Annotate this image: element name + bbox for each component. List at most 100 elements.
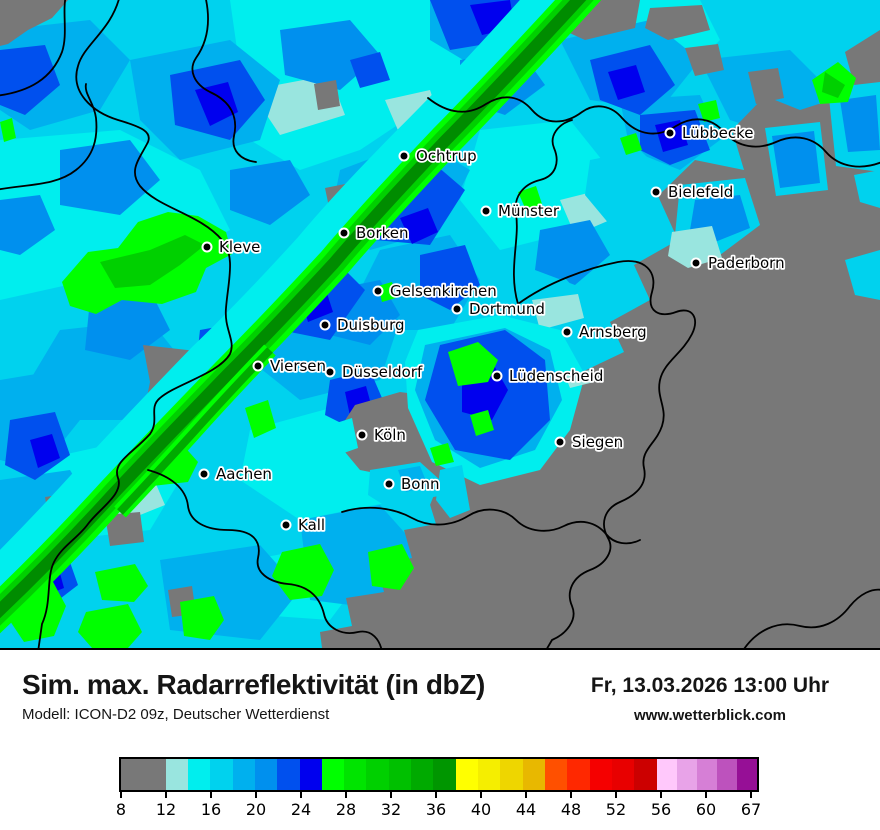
city-label: Viersen bbox=[270, 357, 326, 375]
legend-tick bbox=[255, 792, 257, 798]
city-dot bbox=[398, 150, 410, 162]
city-dot bbox=[383, 478, 395, 490]
legend-segment bbox=[736, 759, 757, 790]
city-dot bbox=[280, 519, 292, 531]
city-label: Düsseldorf bbox=[342, 363, 423, 381]
footer-right: Fr, 13.03.2026 13:00 Uhr www.wetterblick… bbox=[560, 674, 860, 724]
radar-map-canvas: Ochtrup Lübbecke Bielefeld Münster Borken Kle… bbox=[0, 0, 880, 648]
city-label: Bonn bbox=[401, 475, 439, 493]
legend-segment bbox=[299, 759, 322, 790]
legend-segment bbox=[433, 759, 456, 790]
legend-segment bbox=[676, 759, 697, 790]
legend-segment bbox=[187, 759, 211, 790]
legend-tick bbox=[120, 792, 122, 798]
legend-tick bbox=[614, 792, 617, 798]
footer bbox=[0, 650, 880, 830]
legend-segment bbox=[589, 759, 612, 790]
legend-tick bbox=[705, 792, 707, 798]
city-marker-borken: Borken bbox=[338, 222, 410, 244]
city-marker-aachen: Aachen bbox=[198, 463, 274, 485]
legend-tick bbox=[570, 792, 572, 798]
city-label: Münster bbox=[498, 202, 560, 220]
legend-tick-label: 56 bbox=[650, 800, 672, 819]
city-label: Lüdenscheid bbox=[509, 367, 603, 385]
legend-segment bbox=[121, 759, 166, 790]
legend-tick-label: 28 bbox=[335, 800, 357, 819]
city-dot bbox=[338, 227, 350, 239]
legend-segment bbox=[567, 759, 590, 790]
city-dot bbox=[201, 241, 213, 253]
valid-datetime: Fr, 13.03.2026 13:00 Uhr bbox=[590, 674, 830, 697]
legend-tick-label: 60 bbox=[695, 800, 717, 819]
legend-tick bbox=[345, 792, 347, 798]
website-url: www.wetterblick.com bbox=[634, 707, 786, 724]
city-label: Siegen bbox=[572, 433, 623, 451]
city-marker-münster: Münster bbox=[480, 200, 562, 222]
legend-tick bbox=[525, 792, 527, 798]
city-label: Duisburg bbox=[337, 316, 405, 334]
legend-tick bbox=[480, 792, 482, 798]
legend-segment bbox=[388, 759, 412, 790]
city-layer: Ochtrup Lübbecke Bielefeld Münster Borken Kle… bbox=[198, 122, 786, 536]
model-info: Modell: ICON-D2 09z, Deutscher Wetterdie… bbox=[22, 706, 330, 723]
legend-tick bbox=[390, 792, 392, 798]
city-dot bbox=[198, 468, 210, 480]
legend-tick-label: 67 bbox=[740, 800, 762, 819]
city-dot bbox=[319, 319, 331, 331]
legend-segment bbox=[455, 759, 478, 790]
city-dot bbox=[491, 370, 503, 382]
city-marker-düsseldorf: Düsseldorf bbox=[324, 361, 425, 383]
legend-tick-label: 52 bbox=[605, 800, 627, 819]
legend-segment bbox=[611, 759, 635, 790]
legend-tick-label: 24 bbox=[290, 800, 312, 819]
city-marker-lübbecke: Lübbecke bbox=[664, 122, 755, 144]
map-title: Sim. max. Radarreflektivität (in dbZ) bbox=[22, 669, 485, 700]
legend-tick bbox=[300, 792, 302, 798]
city-label: Ochtrup bbox=[416, 147, 477, 165]
city-dot bbox=[480, 205, 492, 217]
dbz-legend: 8 12 16 20 24 28 32 36 40 44 48 52 56 60 67 bbox=[116, 757, 761, 820]
legend-segment bbox=[500, 759, 523, 790]
legend-tick bbox=[210, 792, 212, 798]
legend-segment bbox=[277, 759, 300, 790]
city-label: Kall bbox=[298, 516, 325, 534]
city-label: Aachen bbox=[216, 465, 272, 483]
legend-tick-label: 40 bbox=[470, 800, 492, 819]
embedded-echoes bbox=[330, 62, 880, 518]
city-label: Köln bbox=[374, 426, 406, 444]
legend-segment bbox=[634, 759, 657, 790]
city-dot bbox=[650, 186, 662, 198]
legend-segment bbox=[716, 759, 737, 790]
legend-labels: 8 12 16 20 24 28 32 36 40 44 48 52 56 60 67 bbox=[116, 798, 761, 820]
city-marker-gelsenkirchen: Gelsenkirchen bbox=[372, 280, 499, 302]
legend-segment bbox=[344, 759, 367, 790]
legend-tick-label: 44 bbox=[515, 800, 537, 819]
city-marker-duisburg: Duisburg bbox=[319, 314, 406, 336]
legend-tick bbox=[435, 792, 437, 798]
city-label: Borken bbox=[356, 224, 409, 242]
city-dot bbox=[554, 436, 566, 448]
legend-segment bbox=[165, 759, 188, 790]
legend-tick-label: 16 bbox=[200, 800, 222, 819]
legend-ticks bbox=[120, 792, 757, 798]
legend-segment bbox=[522, 759, 545, 790]
legend-segment bbox=[232, 759, 255, 790]
legend-colorbar bbox=[119, 757, 759, 792]
legend-tick bbox=[165, 792, 167, 798]
city-dot bbox=[664, 127, 676, 139]
legend-tick-label: 8 bbox=[115, 800, 127, 819]
legend-tick-label: 36 bbox=[425, 800, 447, 819]
city-marker-arnsberg: Arnsberg bbox=[561, 321, 648, 343]
legend-tick-label: 32 bbox=[380, 800, 402, 819]
city-label: Lübbecke bbox=[682, 124, 754, 142]
city-dot bbox=[356, 429, 368, 441]
legend-tick-label: 12 bbox=[155, 800, 177, 819]
legend-segment bbox=[696, 759, 717, 790]
city-marker-viersen: Viersen bbox=[252, 355, 328, 377]
legend-segment bbox=[411, 759, 434, 790]
legend-segment bbox=[321, 759, 345, 790]
legend-segment bbox=[656, 759, 677, 790]
city-label: Arnsberg bbox=[579, 323, 647, 341]
legend-segment bbox=[544, 759, 568, 790]
